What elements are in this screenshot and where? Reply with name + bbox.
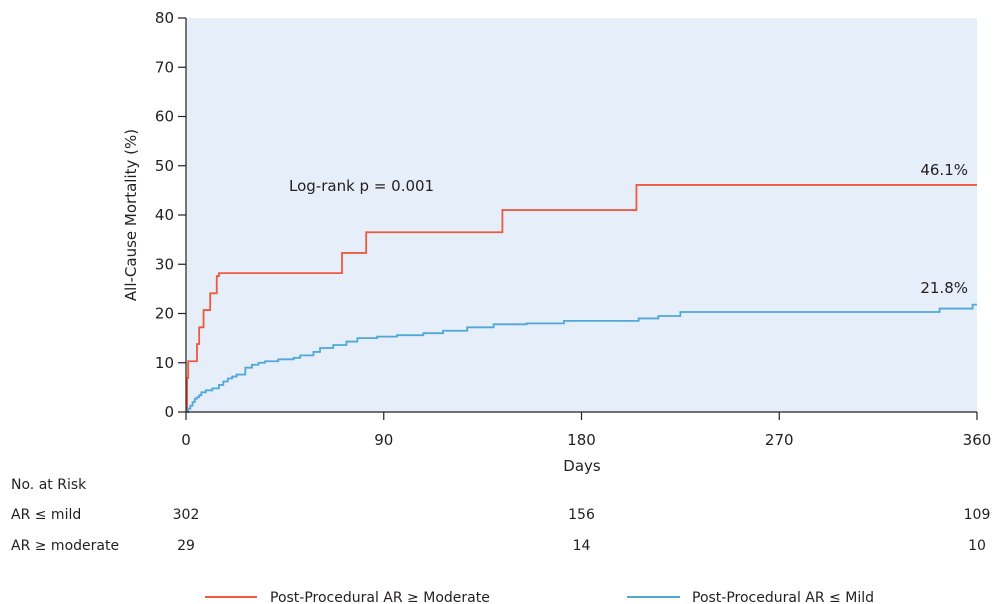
risk-row-label: AR ≤ mild: [11, 507, 81, 523]
y-tick-label: 40: [155, 206, 174, 224]
risk-value: 10: [968, 538, 986, 554]
end-label-mild: 21.8%: [920, 279, 968, 297]
y-tick-label: 60: [155, 108, 174, 126]
risk-value: 302: [173, 507, 200, 523]
y-axis-title: All-Cause Mortality (%): [122, 129, 140, 301]
log-rank-annotation: Log-rank p = 0.001: [289, 177, 434, 195]
x-tick-label: 360: [963, 431, 992, 449]
risk-value: 29: [177, 538, 195, 554]
risk-table-title: No. at Risk: [11, 477, 87, 493]
risk-value: 156: [568, 507, 595, 523]
series-line-moderate: [186, 184, 977, 413]
legend: Post-Procedural AR ≥ Moderate Post-Proce…: [205, 590, 874, 604]
y-axis: 0 10 20 30 40 50 60 70 80: [155, 9, 186, 421]
plot-background: [186, 18, 977, 412]
y-tick-label: 10: [155, 354, 174, 372]
risk-row-label: AR ≥ moderate: [11, 538, 119, 554]
y-tick-label: 50: [155, 157, 174, 175]
x-tick-label: 90: [374, 431, 393, 449]
x-tick-label: 180: [567, 431, 596, 449]
y-tick-label: 30: [155, 255, 174, 273]
y-tick-label: 0: [164, 403, 174, 421]
x-tick-label: 0: [181, 431, 191, 449]
x-axis-title: Days: [563, 457, 601, 475]
series-layer: [186, 184, 977, 413]
x-tick-label: 270: [765, 431, 794, 449]
y-tick-label: 20: [155, 305, 174, 323]
end-label-moderate: 46.1%: [920, 161, 968, 179]
y-tick-label: 70: [155, 58, 174, 76]
risk-value: 109: [964, 507, 991, 523]
legend-label-mild: Post-Procedural AR ≤ Mild: [692, 590, 874, 604]
y-tick-label: 80: [155, 9, 174, 27]
risk-value: 14: [573, 538, 591, 554]
risk-table: AR ≤ mild 302 156 109 AR ≥ moderate 29 14 10: [11, 507, 990, 554]
series-line-mild: [186, 303, 977, 413]
x-axis: 0 90 180 270 360: [181, 412, 991, 449]
legend-label-moderate: Post-Procedural AR ≥ Moderate: [270, 590, 490, 604]
